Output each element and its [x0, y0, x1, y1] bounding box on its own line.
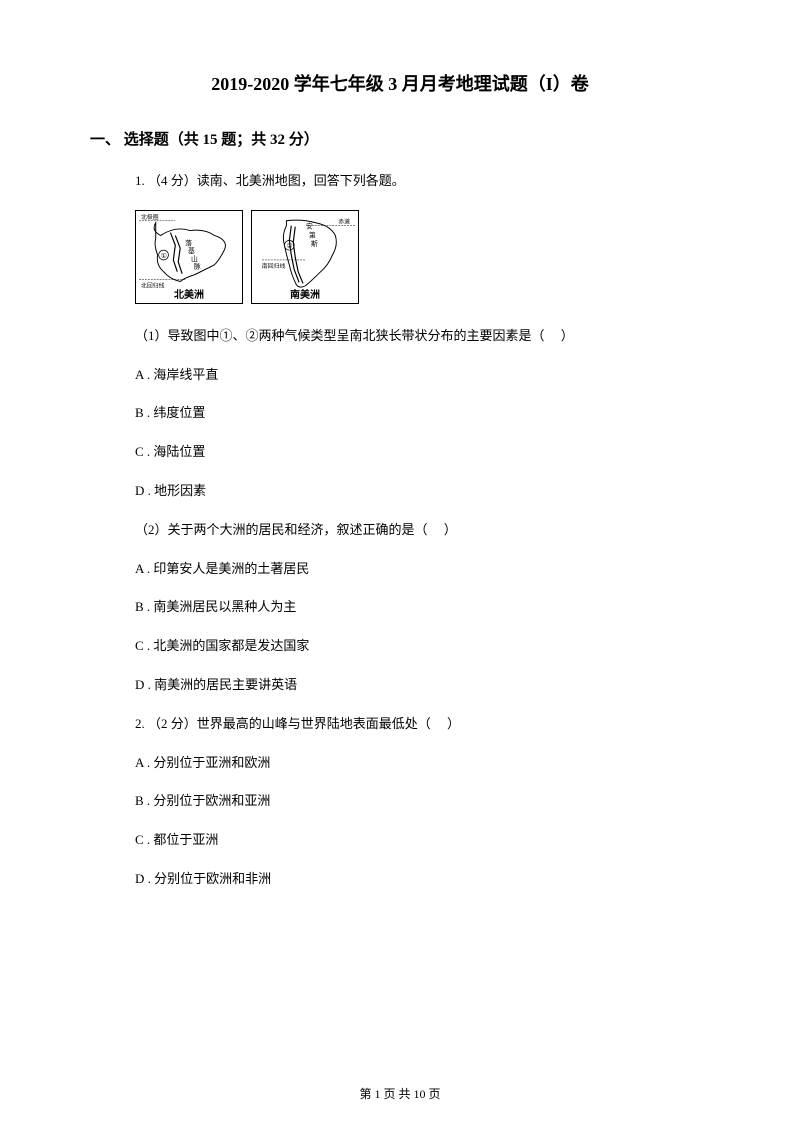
svg-text:①: ①	[161, 252, 167, 260]
q1-sub2-option-c: C . 北美洲的国家都是发达国家	[135, 636, 710, 657]
q1-sub1-option-b: B . 纬度位置	[135, 403, 710, 424]
svg-text:②: ②	[286, 242, 292, 250]
section-label: 选择题（共 15 题；共 32 分）	[124, 132, 319, 148]
page-footer: 第 1 页 共 10 页	[0, 1085, 800, 1102]
q2-option-a: A . 分别位于亚洲和欧洲	[135, 753, 710, 774]
svg-text:斯: 斯	[311, 239, 318, 248]
svg-text:安: 安	[306, 221, 313, 230]
north-america-caption: 北美洲	[136, 286, 242, 301]
question-2-intro: 2. （2 分）世界最高的山峰与世界陆地表面最低处（ ）	[135, 714, 710, 735]
question-1-sub1: （1）导致图中①、②两种气候类型呈南北狭长带状分布的主要因素是（ ）	[135, 326, 710, 347]
q1-sub2-option-d: D . 南美洲的居民主要讲英语	[135, 675, 710, 696]
map-container: 北极圈 北回归线 落 基 山 脉 ① 北美洲 赤道 南回归线	[135, 210, 710, 304]
q2-option-b: B . 分别位于欧洲和亚洲	[135, 791, 710, 812]
svg-text:基: 基	[188, 246, 195, 255]
south-america-map: 赤道 南回归线 安 第 斯 ② 南美洲	[251, 210, 359, 304]
q1-sub2-option-b: B . 南美洲居民以黑种人为主	[135, 597, 710, 618]
svg-text:第: 第	[309, 230, 316, 239]
question-block: 1. （4 分）读南、北美洲地图，回答下列各题。 北极圈 北回归线 落 基 山 …	[90, 171, 710, 890]
svg-text:落: 落	[185, 238, 192, 247]
svg-text:南回归线: 南回归线	[262, 262, 286, 270]
south-america-caption: 南美洲	[252, 286, 358, 301]
svg-text:赤道: 赤道	[338, 218, 350, 226]
svg-text:山: 山	[191, 254, 198, 263]
q1-sub1-option-d: D . 地形因素	[135, 481, 710, 502]
question-1-sub2: （2）关于两个大洲的居民和经济，叙述正确的是（ ）	[135, 520, 710, 541]
q2-option-c: C . 都位于亚洲	[135, 830, 710, 851]
q2-option-d: D . 分别位于欧洲和非洲	[135, 869, 710, 890]
svg-text:脉: 脉	[194, 262, 201, 271]
section-number: 一、	[90, 132, 120, 148]
question-1-intro: 1. （4 分）读南、北美洲地图，回答下列各题。	[135, 171, 710, 192]
q1-sub1-option-c: C . 海陆位置	[135, 442, 710, 463]
section-header: 一、 选择题（共 15 题；共 32 分）	[90, 128, 710, 149]
q1-sub2-option-a: A . 印第安人是美洲的土著居民	[135, 559, 710, 580]
q1-sub1-option-a: A . 海岸线平直	[135, 365, 710, 386]
north-america-map: 北极圈 北回归线 落 基 山 脉 ① 北美洲	[135, 210, 243, 304]
page-title: 2019-2020 学年七年级 3 月月考地理试题（I）卷	[90, 70, 710, 96]
svg-text:北极圈: 北极圈	[141, 213, 159, 221]
